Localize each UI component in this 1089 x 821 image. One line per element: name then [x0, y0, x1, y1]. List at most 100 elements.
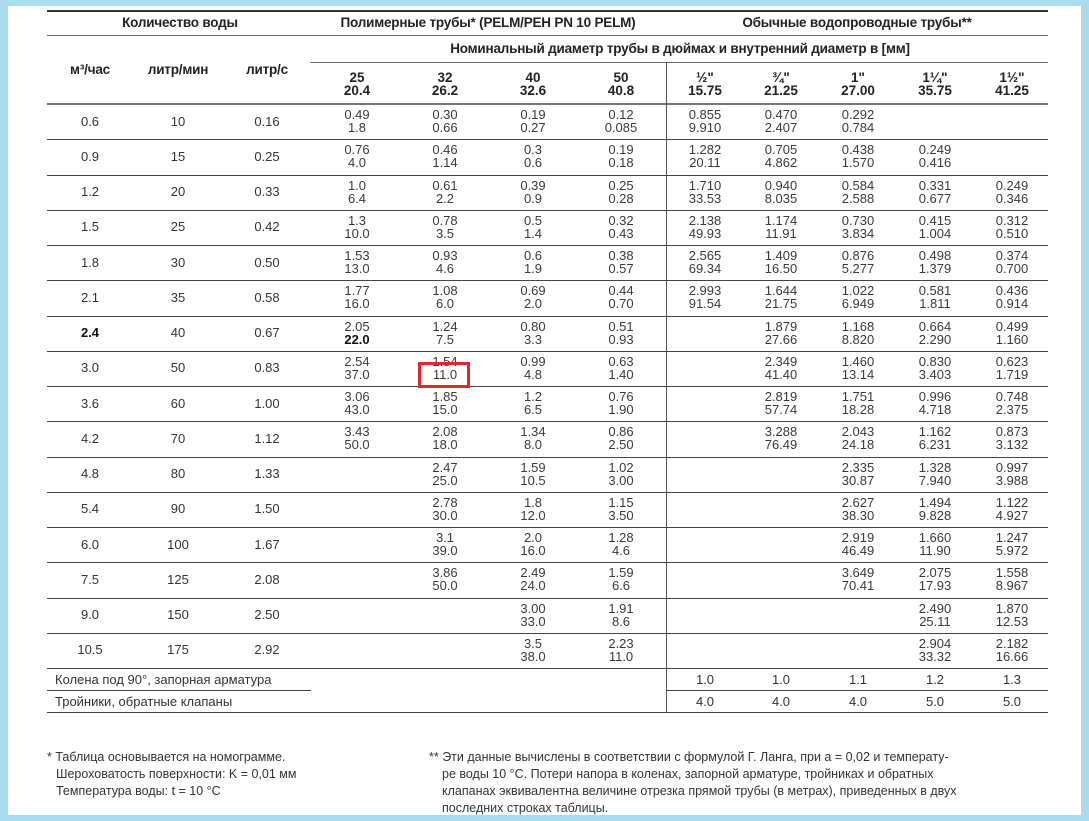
velocity-value: 2.138 [688, 212, 722, 228]
head-loss-value: 1.160 [995, 331, 1029, 347]
velocity-value: 0.996 [918, 389, 952, 404]
velocity-value: 0.19 [608, 142, 634, 158]
diameter-inner: 26.2 [431, 83, 459, 98]
velocity-value: 0.498 [918, 248, 952, 263]
flow-ls: 1.33 [254, 466, 280, 482]
head-loss-value: 2.50 [608, 437, 634, 453]
unit-header: литр/с [246, 62, 288, 77]
head-loss-value: 13.14 [841, 366, 875, 382]
velocity-value: 0.39 [520, 177, 546, 193]
head-loss-value: 91.54 [688, 296, 722, 312]
row-divider [47, 598, 1048, 599]
velocity-value: 1.122 [995, 494, 1029, 510]
velocity-value: 3.06 [344, 389, 370, 404]
velocity-value: 0.584 [841, 177, 875, 193]
flow-m3h: 1.8 [80, 254, 100, 270]
velocity-value: 1.91 [608, 600, 634, 616]
head-loss-value: 3.132 [995, 437, 1029, 453]
flow-m3h: 4.8 [80, 466, 100, 482]
velocity-value: 0.876 [841, 248, 875, 263]
row-divider [47, 245, 1048, 246]
fitting-value: 5.0 [1002, 694, 1022, 709]
velocity-value: 0.855 [688, 107, 722, 122]
velocity-value: 0.873 [995, 424, 1029, 440]
velocity-value: 0.331 [918, 177, 952, 193]
head-loss-value: 8.0 [523, 437, 543, 453]
velocity-value: 3.86 [432, 565, 458, 581]
head-loss-value: 0.346 [995, 190, 1029, 206]
velocity-value: 1.660 [918, 530, 952, 545]
velocity-value: 0.49 [344, 107, 370, 122]
flow-lmin: 35 [170, 289, 186, 305]
head-loss-value: 0.93 [608, 331, 634, 347]
velocity-value: 1.558 [995, 565, 1029, 581]
velocity-value: 0.312 [995, 212, 1029, 228]
velocity-value: 0.78 [432, 212, 458, 228]
velocity-value: 0.374 [995, 248, 1029, 263]
velocity-value: 1.022 [841, 283, 875, 299]
velocity-value: 1.8 [523, 494, 543, 510]
head-loss-value: 21.75 [764, 296, 798, 312]
head-loss-value: 6.231 [918, 437, 952, 453]
head-loss-value: 76.49 [764, 437, 798, 453]
velocity-value: 1.644 [764, 283, 798, 299]
fitting-row-rule [47, 690, 311, 691]
diameter-inner: 35.75 [918, 83, 952, 98]
velocity-value: 3.00 [520, 600, 546, 616]
velocity-value: 0.30 [432, 107, 458, 122]
flow-m3h: 7.5 [80, 571, 100, 587]
velocity-value: 0.76 [344, 142, 370, 158]
fitting-value: 4.0 [695, 694, 715, 709]
velocity-value: 0.69 [520, 283, 546, 299]
flow-ls: 0.83 [254, 360, 280, 376]
head-loss-value: 1.570 [841, 155, 875, 171]
head-loss-value: 4.718 [918, 402, 952, 417]
fitting-row-rule [666, 690, 1048, 691]
flow-lmin: 40 [170, 325, 186, 341]
head-loss-value: 1.40 [608, 366, 634, 382]
velocity-value: 1.879 [764, 318, 798, 334]
flow-lmin: 10 [170, 113, 186, 129]
flow-lmin: 60 [170, 395, 186, 411]
flow-m3h: 4.2 [80, 430, 100, 446]
flow-lmin: 80 [170, 466, 186, 482]
flow-lmin: 175 [167, 642, 189, 658]
polymer-pipes-header: Полимерные трубы* (PELM/PEH PN 10 PELM) [340, 15, 636, 30]
head-loss-value: 5.972 [995, 543, 1029, 558]
row-divider [47, 668, 1048, 669]
row-divider [47, 527, 1048, 528]
head-loss-value: 4.927 [995, 507, 1029, 523]
head-loss-value: 4.862 [764, 155, 798, 171]
table-bottom-rule [47, 712, 1048, 713]
row-divider [47, 210, 1048, 211]
head-loss-value: 5.277 [841, 261, 875, 276]
velocity-value: 0.32 [608, 212, 634, 228]
row-divider [47, 139, 1048, 140]
flow-ls: 2.92 [254, 642, 280, 658]
flow-ls: 0.58 [254, 289, 280, 305]
fitting-value: 1.2 [925, 672, 945, 687]
flow-m3h: 1.2 [80, 184, 100, 200]
head-loss-value: 1.004 [918, 225, 952, 241]
velocity-value: 3.43 [344, 424, 370, 440]
head-loss-value: 0.416 [918, 155, 952, 171]
velocity-value: 3.288 [764, 424, 798, 440]
diameter-inner: 41.25 [995, 83, 1029, 98]
row-divider [47, 351, 1048, 352]
velocity-value: 2.919 [841, 530, 875, 545]
head-loss-value: 1.719 [995, 366, 1029, 382]
head-loss-value: 0.085 [604, 120, 638, 135]
velocity-value: 0.93 [432, 248, 458, 263]
head-loss-value: 10.5 [520, 472, 546, 488]
head-loss-value: 4.8 [523, 366, 543, 382]
head-loss-value: 3.834 [841, 225, 875, 241]
velocity-value: 2.08 [432, 424, 458, 440]
head-loss-value: 46.49 [841, 543, 875, 558]
velocity-value: 1.28 [608, 530, 634, 545]
velocity-value: 0.19 [520, 107, 546, 122]
nominal-rule [310, 62, 1048, 63]
head-loss-value: 13.0 [344, 261, 370, 276]
velocity-value: 2.627 [841, 494, 875, 510]
head-loss-value: 6.949 [841, 296, 875, 312]
head-loss-value: 24.18 [841, 437, 875, 453]
